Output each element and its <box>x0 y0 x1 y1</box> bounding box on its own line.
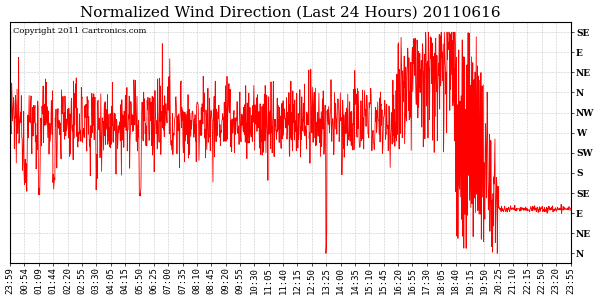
Title: Normalized Wind Direction (Last 24 Hours) 20110616: Normalized Wind Direction (Last 24 Hours… <box>80 6 500 20</box>
Text: Copyright 2011 Cartronics.com: Copyright 2011 Cartronics.com <box>13 27 146 35</box>
